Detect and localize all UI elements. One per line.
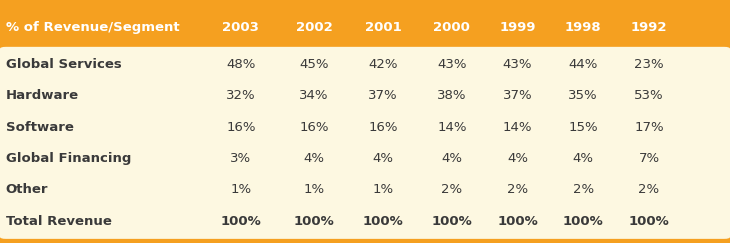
Text: 48%: 48% <box>226 58 256 71</box>
Text: 2001: 2001 <box>365 21 402 34</box>
Text: 4%: 4% <box>442 152 462 165</box>
Text: Total Revenue: Total Revenue <box>6 215 112 228</box>
Text: 2%: 2% <box>573 183 593 196</box>
Text: 17%: 17% <box>634 121 664 134</box>
Text: 100%: 100% <box>363 215 404 228</box>
Text: 4%: 4% <box>573 152 593 165</box>
Text: 1%: 1% <box>231 183 251 196</box>
Text: Hardware: Hardware <box>6 89 79 102</box>
Text: 45%: 45% <box>299 58 328 71</box>
Text: 1999: 1999 <box>499 21 536 34</box>
Text: 23%: 23% <box>634 58 664 71</box>
Text: 100%: 100% <box>220 215 261 228</box>
Text: 14%: 14% <box>437 121 466 134</box>
Text: 2000: 2000 <box>434 21 470 34</box>
Text: 44%: 44% <box>569 58 598 71</box>
Text: 32%: 32% <box>226 89 256 102</box>
FancyBboxPatch shape <box>0 4 730 51</box>
Text: 1998: 1998 <box>565 21 602 34</box>
Text: % of Revenue/Segment: % of Revenue/Segment <box>6 21 180 34</box>
Text: 100%: 100% <box>563 215 604 228</box>
Text: 2%: 2% <box>507 183 528 196</box>
Text: Software: Software <box>6 121 74 134</box>
Text: 1%: 1% <box>304 183 324 196</box>
Text: 37%: 37% <box>503 89 532 102</box>
Text: Global Financing: Global Financing <box>6 152 131 165</box>
Text: 43%: 43% <box>503 58 532 71</box>
Text: Other: Other <box>6 183 48 196</box>
Text: 2%: 2% <box>442 183 462 196</box>
Text: 16%: 16% <box>226 121 256 134</box>
Text: 14%: 14% <box>503 121 532 134</box>
Text: 2%: 2% <box>639 183 659 196</box>
FancyBboxPatch shape <box>0 47 730 239</box>
Text: 35%: 35% <box>569 89 598 102</box>
Text: 3%: 3% <box>231 152 251 165</box>
Text: 4%: 4% <box>304 152 324 165</box>
Text: 15%: 15% <box>569 121 598 134</box>
Text: Global Services: Global Services <box>6 58 122 71</box>
Text: 42%: 42% <box>369 58 398 71</box>
Text: 53%: 53% <box>634 89 664 102</box>
Text: 43%: 43% <box>437 58 466 71</box>
Text: 2003: 2003 <box>223 21 259 34</box>
Text: 38%: 38% <box>437 89 466 102</box>
Text: 100%: 100% <box>629 215 669 228</box>
Text: 37%: 37% <box>369 89 398 102</box>
Text: 1992: 1992 <box>631 21 667 34</box>
Text: 1%: 1% <box>373 183 393 196</box>
Text: 2002: 2002 <box>296 21 332 34</box>
Text: 34%: 34% <box>299 89 328 102</box>
Text: 100%: 100% <box>293 215 334 228</box>
Text: 4%: 4% <box>507 152 528 165</box>
Text: 16%: 16% <box>299 121 328 134</box>
Text: 100%: 100% <box>497 215 538 228</box>
Text: 4%: 4% <box>373 152 393 165</box>
Text: 7%: 7% <box>639 152 659 165</box>
Text: 100%: 100% <box>431 215 472 228</box>
FancyBboxPatch shape <box>0 4 730 239</box>
Text: 16%: 16% <box>369 121 398 134</box>
